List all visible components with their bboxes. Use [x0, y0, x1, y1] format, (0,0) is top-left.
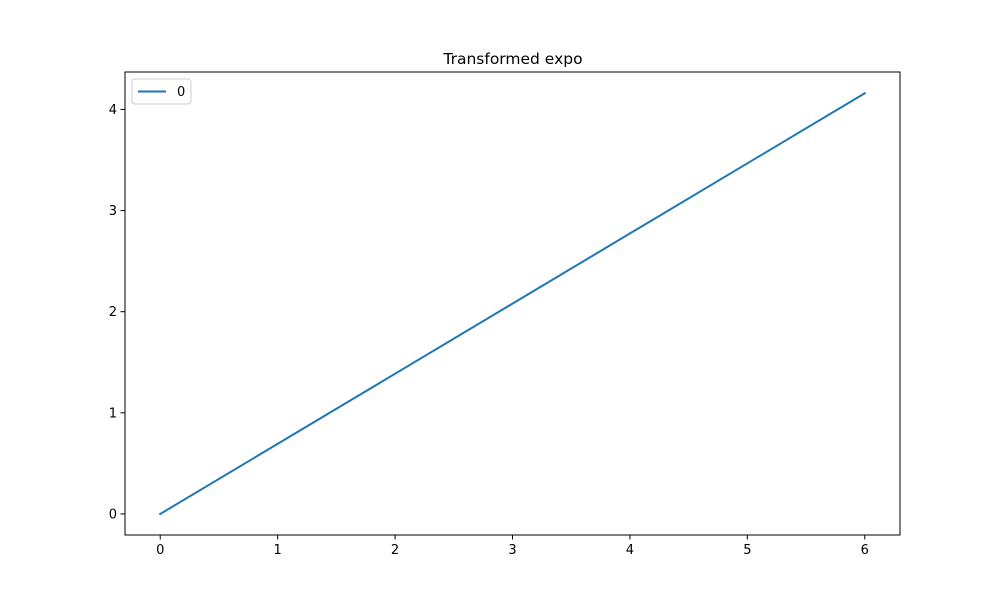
- x-tick-label: 5: [743, 543, 751, 558]
- y-tick-label: 3: [109, 204, 117, 219]
- x-tick-label: 0: [156, 543, 164, 558]
- x-tick-label: 6: [861, 543, 869, 558]
- y-tick-label: 0: [109, 507, 117, 522]
- x-axis: 0 1 2 3 4 5 6: [156, 535, 869, 558]
- legend-entry-label: 0: [177, 85, 185, 100]
- y-tick-label: 4: [109, 103, 117, 118]
- x-tick-label: 3: [508, 543, 516, 558]
- legend: 0: [131, 78, 192, 105]
- series-layer: [158, 91, 867, 516]
- y-tick-label: 1: [109, 406, 117, 421]
- y-axis: 0 1 2 3 4: [109, 103, 125, 522]
- chart-title: Transformed expo: [442, 50, 582, 68]
- series-line-0: [158, 91, 867, 516]
- x-tick-label: 4: [626, 543, 634, 558]
- x-tick-label: 2: [391, 543, 399, 558]
- y-tick-label: 2: [109, 305, 117, 320]
- x-tick-label: 1: [274, 543, 282, 558]
